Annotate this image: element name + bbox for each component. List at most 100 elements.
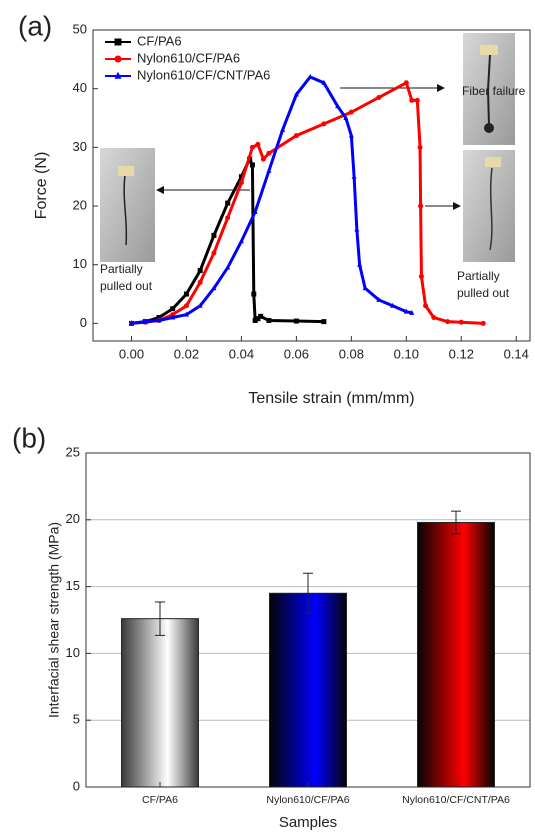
marker xyxy=(335,103,341,109)
arrows xyxy=(156,84,461,210)
marker xyxy=(480,320,486,326)
y-tick-label: 20 xyxy=(73,197,87,212)
marker xyxy=(114,38,122,46)
x-tick-label: 0.00 xyxy=(119,346,144,361)
x-axis-label: Samples xyxy=(279,814,337,831)
y-tick-label: 30 xyxy=(73,139,87,154)
marker xyxy=(142,318,148,324)
marker xyxy=(258,313,264,319)
annotation: Fiber failure xyxy=(462,84,526,98)
marker xyxy=(225,264,231,270)
marker xyxy=(211,285,217,291)
marker xyxy=(225,215,231,221)
y-tick-label: 25 xyxy=(66,444,80,459)
marker xyxy=(197,302,203,308)
x-tick-label: 0.04 xyxy=(229,346,254,361)
error-bar xyxy=(155,601,165,636)
x-tick-label: 0.08 xyxy=(339,346,364,361)
tab xyxy=(480,45,498,55)
series-line xyxy=(131,155,324,325)
y-tick-label: 40 xyxy=(73,80,87,95)
marker xyxy=(266,150,272,156)
marker xyxy=(423,303,429,309)
annotation: Partially xyxy=(457,269,500,283)
fiber xyxy=(486,54,491,126)
panel-label: (b) xyxy=(12,422,46,453)
marker xyxy=(266,317,272,323)
annotation: pulled out xyxy=(457,286,510,300)
marker xyxy=(183,311,189,317)
y-tick-label: 50 xyxy=(73,21,87,36)
x-tick-label: 0.02 xyxy=(174,346,199,361)
x-axis-label: Tensile strain (mm/mm) xyxy=(248,390,414,407)
marker xyxy=(431,315,437,321)
marker xyxy=(114,71,122,79)
marker xyxy=(183,291,189,297)
marker xyxy=(343,115,349,121)
marker xyxy=(255,316,261,322)
marker xyxy=(321,121,327,127)
fiber xyxy=(123,174,128,246)
marker xyxy=(170,314,176,320)
marker xyxy=(225,200,231,206)
legend-label: Nylon610/CF/PA6 xyxy=(137,50,240,65)
y-axis-label: Force (N) xyxy=(33,152,50,220)
y-tick-label: 0 xyxy=(73,778,80,793)
marker xyxy=(238,238,244,244)
annotation: pulled out xyxy=(100,279,153,293)
photo xyxy=(463,150,515,262)
marker xyxy=(458,319,464,325)
photo xyxy=(100,148,155,262)
marker xyxy=(354,226,360,232)
marker xyxy=(156,317,162,323)
annotation: Partially xyxy=(100,262,143,276)
bar xyxy=(269,592,347,788)
marker xyxy=(403,308,409,314)
y-tick-label: 0 xyxy=(80,315,87,330)
error-bar xyxy=(451,510,461,535)
marker xyxy=(390,302,396,308)
marker xyxy=(266,167,272,173)
marker xyxy=(409,97,415,103)
marker xyxy=(445,319,451,325)
marker xyxy=(249,144,255,150)
marker xyxy=(252,317,258,323)
x-tick-label: Nylon610/CF/CNT/PA6 xyxy=(402,794,510,806)
marker xyxy=(293,318,299,324)
marker xyxy=(260,156,266,162)
marker xyxy=(403,80,409,86)
bar xyxy=(121,618,199,788)
error-bar xyxy=(303,572,313,614)
marker xyxy=(252,208,258,214)
marker xyxy=(249,162,255,168)
marker xyxy=(280,126,286,132)
legend-label: Nylon610/CF/CNT/PA6 xyxy=(137,67,270,82)
marker xyxy=(197,279,203,285)
x-tick-label: 0.06 xyxy=(284,346,309,361)
x-tick-label: 0.12 xyxy=(449,346,474,361)
marker xyxy=(293,91,299,97)
y-tick-label: 10 xyxy=(73,256,87,271)
marker xyxy=(238,180,244,186)
photos xyxy=(100,33,515,262)
marker xyxy=(293,133,299,139)
marker xyxy=(114,55,122,63)
marker xyxy=(414,97,420,103)
marker xyxy=(348,132,354,138)
y-axis-label: Interfacial shear strength (MPa) xyxy=(46,522,62,718)
bar xyxy=(417,521,495,788)
x-tick-label: 0.14 xyxy=(504,346,529,361)
tab xyxy=(485,157,501,167)
marker xyxy=(348,109,354,115)
marker xyxy=(255,141,261,147)
marker xyxy=(307,73,313,79)
tab xyxy=(118,166,134,176)
series-line xyxy=(131,75,413,325)
x-tick-label: CF/PA6 xyxy=(142,794,178,806)
marker xyxy=(321,79,327,85)
marker xyxy=(197,268,203,274)
marker xyxy=(211,250,217,256)
marker xyxy=(362,285,368,291)
marker xyxy=(376,94,382,100)
